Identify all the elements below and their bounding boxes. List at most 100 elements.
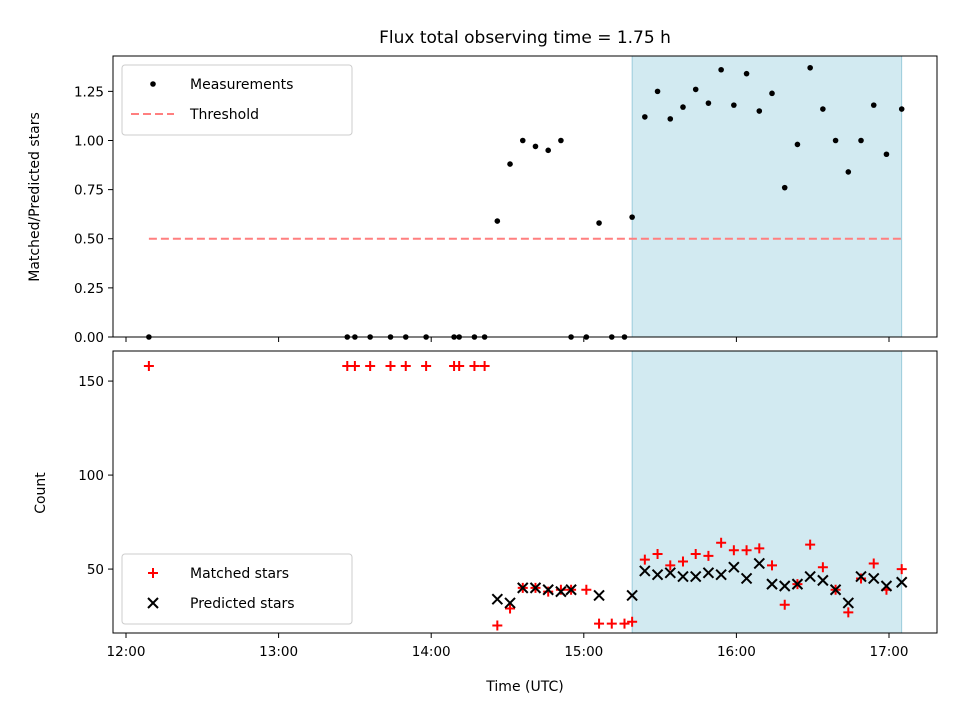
top-series-0-point bbox=[519, 137, 526, 144]
bottom-series-0-point bbox=[639, 554, 650, 565]
bottom-series-1-point bbox=[555, 585, 567, 598]
bottom-series-1-point bbox=[896, 576, 908, 588]
top-legend: Measurements Threshold bbox=[121, 64, 353, 136]
bottom-legend: Matched stars Predicted stars bbox=[121, 553, 353, 625]
bottom-series-0-point bbox=[754, 543, 765, 554]
top-series-0-point bbox=[705, 100, 712, 106]
bottom-series-1-point bbox=[504, 597, 516, 609]
bottom-series-0-point bbox=[594, 618, 605, 629]
top-legend-dot-swatch bbox=[150, 81, 156, 87]
top-series-0-point bbox=[692, 86, 699, 93]
bottom-series-0-point bbox=[665, 560, 676, 571]
bottom-series-1-point bbox=[491, 593, 504, 605]
bottom-series-0-point bbox=[843, 607, 854, 618]
bottom-series-1-point bbox=[855, 570, 867, 583]
bottom-x-tick-label: 16:00 bbox=[717, 644, 756, 660]
bottom-series-0-point bbox=[868, 558, 879, 569]
bottom-series-0-point bbox=[400, 361, 411, 372]
bottom-axes-frame bbox=[112, 350, 938, 634]
bottom-series-0-point bbox=[728, 545, 739, 556]
bottom-x-tick-label: 12:00 bbox=[107, 644, 146, 660]
x-axis-label: Time (UTC) bbox=[485, 679, 563, 695]
top-series-0-point bbox=[596, 220, 602, 226]
bottom-legend-label: Predicted stars bbox=[190, 596, 295, 612]
bottom-x-tick-label: 17:00 bbox=[870, 644, 909, 660]
top-series-0-point bbox=[845, 169, 852, 175]
bottom-series-1-point bbox=[753, 557, 765, 570]
bottom-series-0-point bbox=[817, 562, 828, 573]
bottom-series-1-point bbox=[804, 570, 816, 583]
bottom-series-0-point bbox=[741, 545, 752, 556]
top-series-0-point bbox=[870, 102, 877, 108]
top-series-0-point bbox=[667, 116, 674, 122]
bottom-series-1-point bbox=[517, 582, 529, 594]
bottom-series-0-point bbox=[856, 573, 867, 584]
top-series-0-point bbox=[832, 137, 839, 144]
bottom-shaded-region bbox=[631, 350, 903, 634]
top-y-tick-label: 0.00 bbox=[74, 330, 104, 346]
bottom-series-0-point bbox=[543, 586, 554, 597]
bottom-series-1-point bbox=[639, 565, 651, 577]
bottom-series-1-point bbox=[779, 580, 791, 592]
bottom-series-0-point bbox=[365, 361, 376, 372]
bottom-legend-label: Matched stars bbox=[190, 566, 289, 582]
top-series-0-point bbox=[794, 141, 801, 148]
bottom-panel: 12:00 13:00 14:00 15:00 16:00 17:00 50 100 150 Ma… bbox=[78, 350, 938, 660]
bottom-series-1-point bbox=[740, 572, 753, 585]
top-y-axis-label: Matched/Predicted stars bbox=[27, 112, 43, 282]
bottom-series-1-point bbox=[842, 597, 855, 609]
bottom-series-1-point bbox=[689, 570, 702, 583]
bottom-series-1-point bbox=[766, 578, 778, 590]
bottom-x-tick-label: 15:00 bbox=[564, 644, 603, 660]
top-y-tick-label: 1.25 bbox=[74, 84, 104, 100]
top-series-0-point bbox=[743, 70, 750, 77]
top-series-0-point bbox=[820, 106, 826, 112]
bottom-series-0-point bbox=[581, 584, 592, 595]
top-series-0-point bbox=[731, 102, 737, 108]
bottom-series-1-point bbox=[593, 589, 605, 602]
bottom-series-1-point bbox=[664, 567, 676, 579]
top-axes-frame bbox=[112, 55, 938, 338]
bottom-series-1-point bbox=[529, 582, 542, 594]
bottom-series-1-point bbox=[868, 572, 880, 585]
bottom-y-tick-label: 100 bbox=[78, 468, 104, 484]
top-y-tick-label: 0.25 bbox=[74, 281, 104, 297]
top-series-0-point bbox=[642, 114, 648, 120]
bottom-series-0-point bbox=[454, 361, 465, 372]
bottom-series-1-point bbox=[880, 580, 893, 592]
bottom-y-tick-label: 50 bbox=[87, 562, 104, 578]
bottom-series-0-point bbox=[469, 361, 480, 372]
bottom-y-tick-label: 150 bbox=[78, 374, 104, 390]
bottom-series-1-point bbox=[817, 574, 829, 587]
bottom-legend-x-swatch bbox=[147, 597, 159, 609]
bottom-series-0-point bbox=[619, 618, 630, 629]
top-series-0-point bbox=[807, 64, 813, 71]
top-series-0-point bbox=[545, 147, 551, 154]
bottom-series-1-point bbox=[651, 569, 664, 581]
bottom-series-0-point bbox=[479, 361, 490, 372]
bottom-series-1-point bbox=[677, 570, 689, 583]
top-legend-label: Measurements bbox=[190, 77, 293, 93]
bottom-series-0-point bbox=[703, 550, 714, 561]
bottom-series-0-point bbox=[606, 618, 617, 629]
top-series-0-point bbox=[494, 218, 501, 224]
top-series-0-point bbox=[898, 106, 905, 112]
top-y-tick-label: 0.50 bbox=[74, 232, 104, 248]
bottom-series-0-point bbox=[421, 361, 432, 372]
bottom-series-1-point bbox=[702, 567, 715, 579]
top-legend-box bbox=[121, 64, 353, 136]
bottom-series-0-point bbox=[767, 560, 778, 571]
chart-title: Flux total observing time = 1.75 h bbox=[379, 28, 671, 48]
top-series-0-point bbox=[756, 108, 763, 114]
top-y-tick-label: 0.75 bbox=[74, 183, 104, 199]
top-series-0-point bbox=[532, 143, 539, 150]
bottom-series-0-point bbox=[349, 361, 360, 372]
bottom-x-tick-label: 13:00 bbox=[259, 644, 298, 660]
bottom-y-axis-label: Count bbox=[33, 472, 49, 514]
bottom-x-tick-label: 14:00 bbox=[412, 644, 451, 660]
bottom-series-0-point bbox=[690, 549, 701, 560]
bottom-series-0-point bbox=[652, 549, 663, 560]
bottom-series-1-point bbox=[829, 584, 842, 596]
bottom-series-0-point bbox=[385, 361, 396, 372]
